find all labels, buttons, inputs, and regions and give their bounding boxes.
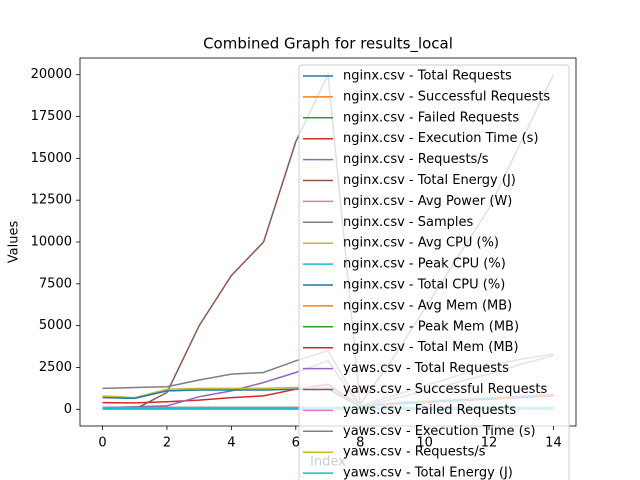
x-tick-label: 4: [227, 436, 235, 451]
legend-label: yaws.csv - Total Requests: [343, 361, 509, 376]
x-tick-label: 2: [163, 436, 171, 451]
legend-label: yaws.csv - Failed Requests: [343, 403, 516, 418]
y-tick-label: 17500: [31, 109, 72, 124]
y-tick-label: 0: [64, 402, 72, 417]
y-axis-label: Values: [7, 221, 22, 264]
legend-label: nginx.csv - Avg CPU (%): [343, 236, 499, 251]
legend-label: yaws.csv - Total Energy (J): [343, 466, 513, 480]
legend-label: nginx.csv - Peak Mem (MB): [343, 319, 519, 334]
legend-label: yaws.csv - Execution Time (s): [343, 424, 536, 439]
legend-label: nginx.csv - Total Requests: [343, 69, 512, 84]
legend-label: yaws.csv - Requests/s: [343, 445, 486, 460]
legend-label: nginx.csv - Peak CPU (%): [343, 257, 506, 272]
y-tick-label: 15000: [31, 151, 72, 166]
y-tick-label: 5000: [39, 318, 72, 333]
legend-label: nginx.csv - Total Energy (J): [343, 173, 516, 188]
legend-label: nginx.csv - Avg Power (W): [343, 194, 512, 209]
x-tick-label: 12: [481, 436, 498, 451]
legend-label: nginx.csv - Total CPU (%): [343, 278, 505, 293]
legend-label: nginx.csv - Successful Requests: [343, 89, 550, 104]
y-tick-label: 7500: [39, 276, 72, 291]
legend: nginx.csv - Total Requests nginx.csv - Su…: [298, 64, 570, 480]
legend-label: nginx.csv - Failed Requests: [343, 110, 519, 125]
y-tick-label: 12500: [31, 193, 72, 208]
x-tick-label: 10: [416, 436, 433, 451]
y-tick-label: 10000: [31, 235, 72, 250]
legend-label: nginx.csv - Execution Time (s): [343, 131, 539, 146]
legend-box: [298, 64, 570, 480]
legend-label: nginx.csv - Samples: [343, 215, 473, 230]
legend-label: nginx.csv - Avg Mem (MB): [343, 298, 512, 313]
y-tick-label: 2500: [39, 360, 72, 375]
legend-label: nginx.csv - Total Mem (MB): [343, 340, 519, 355]
x-tick-label: 8: [356, 436, 364, 451]
chart-title: Combined Graph for results_local: [203, 35, 453, 54]
x-tick-label: 6: [292, 436, 300, 451]
legend-label: yaws.csv - Successful Requests: [343, 382, 547, 397]
y-tick-label: 20000: [31, 67, 72, 82]
x-tick-label: 14: [545, 436, 562, 451]
x-tick-label: 0: [98, 436, 106, 451]
legend-label: nginx.csv - Requests/s: [343, 152, 489, 167]
